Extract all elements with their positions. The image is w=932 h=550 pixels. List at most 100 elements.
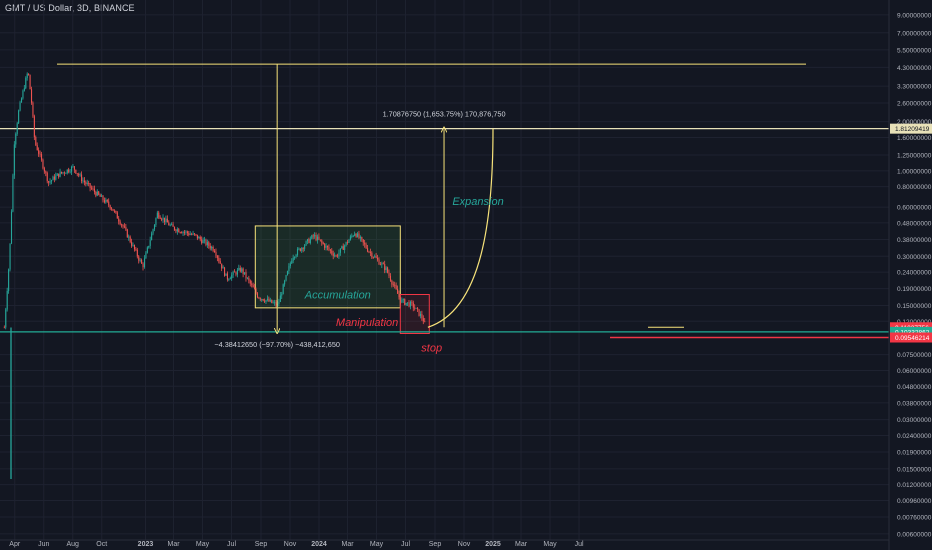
candle-body	[407, 302, 409, 304]
candle-body	[387, 267, 389, 273]
teal-price-tag-bg	[890, 326, 932, 337]
x-tick-label: Sep	[429, 541, 442, 548]
candle-body	[291, 260, 293, 264]
candle-body	[352, 235, 354, 237]
candle-body	[199, 236, 201, 240]
candle-body	[282, 284, 284, 295]
candle-body	[69, 171, 71, 173]
candle-body	[61, 171, 63, 174]
candle-body	[355, 233, 357, 237]
candle-body	[15, 133, 17, 145]
candle-body	[221, 263, 223, 269]
candle-body	[367, 248, 369, 252]
x-tick-label: Mar	[341, 541, 354, 548]
candle-body	[181, 232, 183, 234]
x-tick-label: Jun	[38, 541, 49, 548]
candle-body	[392, 284, 394, 286]
candle-body	[312, 235, 314, 237]
y-tick-label: 1.60000000	[897, 135, 932, 142]
candle-body	[215, 252, 217, 256]
candle-body	[99, 194, 101, 197]
candle-body	[254, 287, 256, 290]
y-tick-label: 0.04800000	[897, 384, 932, 391]
y-tick-label: 5.50000000	[897, 47, 932, 54]
candle-body	[271, 299, 273, 303]
candle-body	[372, 257, 374, 258]
candle-body	[238, 267, 240, 271]
candle-body	[309, 238, 311, 243]
candle-body	[405, 302, 407, 305]
candle-body	[236, 270, 238, 275]
manipulation-label: Manipulation	[336, 317, 398, 329]
candle-body	[294, 257, 296, 258]
candle-body	[255, 289, 257, 294]
candle-body	[347, 242, 349, 243]
y-tick-label: 0.02400000	[897, 433, 932, 440]
candle-body	[298, 248, 300, 250]
candle-body	[351, 235, 353, 237]
candle-body	[249, 280, 251, 284]
candle-body	[285, 275, 287, 281]
candle-body	[251, 283, 253, 285]
candle-body	[206, 242, 208, 245]
candle-body	[268, 298, 270, 302]
y-tick-label: 0.06000000	[897, 368, 932, 375]
candle-body	[82, 180, 84, 182]
x-tick-label: Mar	[515, 541, 528, 548]
candle-body	[92, 188, 94, 190]
x-tick-label: Nov	[284, 541, 297, 548]
candle-body	[216, 255, 218, 258]
candle-body	[175, 229, 177, 232]
candle-body	[289, 263, 291, 267]
candle-body	[225, 273, 227, 276]
candle-body	[328, 247, 330, 250]
candle-body	[85, 182, 87, 184]
candle-body	[278, 302, 280, 304]
candle-body	[202, 240, 204, 244]
candle-body	[244, 272, 246, 274]
candle-body	[196, 234, 198, 239]
candle-body	[265, 300, 267, 302]
candle-body	[26, 73, 28, 78]
candle-body	[348, 239, 350, 243]
candle-body	[122, 224, 124, 227]
candle-body	[5, 309, 7, 328]
candle-body	[156, 212, 158, 219]
candle-body	[33, 116, 35, 138]
candle-body	[176, 229, 178, 232]
candle-body	[71, 166, 73, 172]
candle-body	[19, 102, 21, 111]
drop-measure-label: −4.38412650 (−97.70%) −438,412,650	[214, 340, 340, 349]
candle-body	[344, 245, 346, 250]
candle-body	[334, 255, 336, 257]
candle-body	[322, 242, 324, 245]
candle-body	[135, 249, 137, 250]
y-tick-label: 2.00000000	[897, 119, 932, 126]
candle-body	[32, 102, 34, 117]
candle-body	[398, 293, 400, 298]
candle-body	[248, 277, 250, 281]
candle-body	[311, 235, 313, 239]
candle-body	[308, 239, 310, 243]
candle-body	[88, 183, 90, 184]
candle-body	[112, 208, 114, 211]
candle-body	[349, 236, 351, 240]
candle-body	[341, 246, 343, 249]
candle-body	[211, 246, 213, 249]
candle-body	[143, 258, 146, 268]
candle-body	[189, 234, 191, 236]
candle-body	[163, 217, 166, 222]
candle-body	[125, 226, 127, 230]
candle-body	[219, 261, 221, 264]
candle-body	[329, 249, 331, 251]
y-tick-label: 0.60000000	[897, 205, 932, 212]
candle-body	[399, 297, 402, 303]
candle-body	[115, 210, 117, 213]
candle-body	[421, 313, 423, 319]
candle-body	[274, 302, 276, 304]
candle-body	[79, 174, 81, 176]
expansion-curve	[427, 128, 494, 328]
